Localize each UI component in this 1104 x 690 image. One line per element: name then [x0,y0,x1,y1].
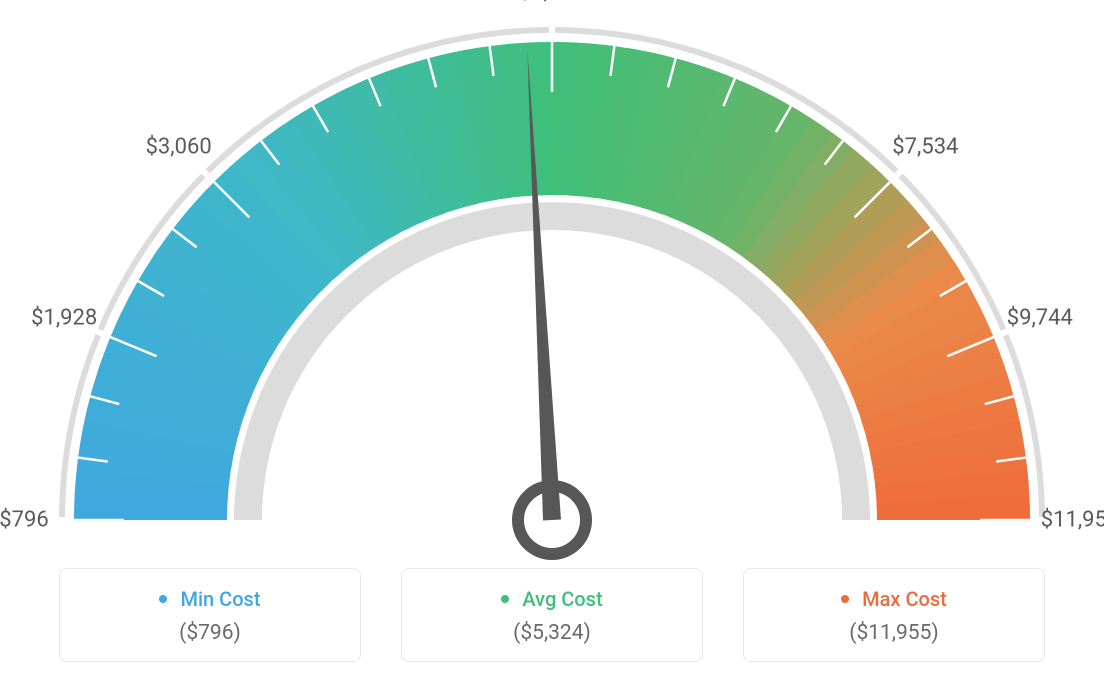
legend-max-box: Max Cost ($11,955) [743,568,1045,662]
dot-icon [501,595,509,603]
gauge-tick-label: $5,324 [519,0,585,5]
gauge-chart: $796 $1,928 $3,060 $5,324 $7,534 $9,744 $11,95… [0,0,1104,560]
gauge-tick-label: $7,534 [892,134,958,159]
gauge-tick-label: $796 [0,508,49,533]
gauge-svg [0,0,1104,560]
legend-row: Min Cost ($796) Avg Cost ($5,324) Max Co… [0,568,1104,662]
legend-min-value: ($796) [60,621,360,645]
legend-min-title-text: Min Cost [180,587,260,611]
gauge-tick-label: $1,928 [31,305,97,330]
legend-avg-box: Avg Cost ($5,324) [401,568,703,662]
legend-avg-title-text: Avg Cost [522,587,602,611]
dot-icon [159,595,167,603]
legend-avg-value: ($5,324) [402,621,702,645]
legend-max-value: ($11,955) [744,621,1044,645]
gauge-tick-label: $11,955 [1041,508,1104,533]
dot-icon [841,595,849,603]
legend-avg-title: Avg Cost [402,587,702,611]
legend-max-title: Max Cost [744,587,1044,611]
legend-min-box: Min Cost ($796) [59,568,361,662]
gauge-tick-label: $3,060 [146,134,212,159]
legend-min-title: Min Cost [60,587,360,611]
gauge-tick-label: $9,744 [1007,305,1073,330]
legend-max-title-text: Max Cost [862,587,947,611]
